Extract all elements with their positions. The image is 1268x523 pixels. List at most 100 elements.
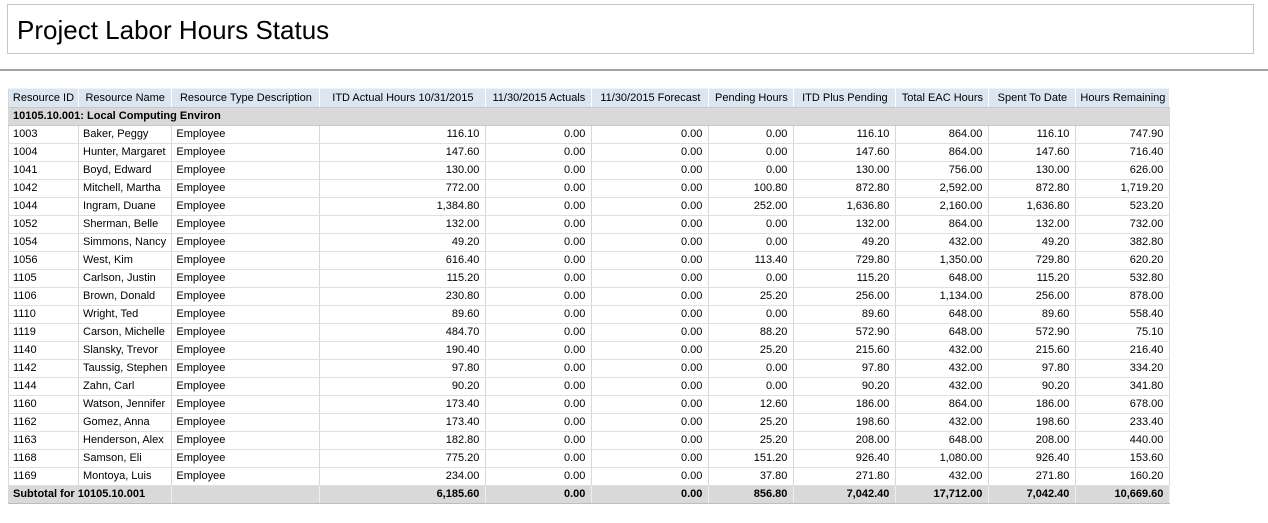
hours-value-cell: 2,160.00 bbox=[895, 197, 990, 216]
hours-value-cell: 0.00 bbox=[591, 467, 710, 486]
subtotal-value-cell: 0.00 bbox=[591, 485, 710, 504]
hours-value-cell: 0.00 bbox=[591, 197, 710, 216]
resource-type-cell: Employee bbox=[171, 377, 321, 396]
hours-value-cell: 484.70 bbox=[319, 323, 487, 342]
hours-value-cell: 0.00 bbox=[485, 467, 593, 486]
hours-value-cell: 0.00 bbox=[708, 125, 795, 144]
hours-value-cell: 75.10 bbox=[1075, 323, 1171, 342]
hours-value-cell: 132.00 bbox=[319, 215, 487, 234]
table-row: 1054 Simmons, Nancy Employee 49.20 0.00 0.00 0… bbox=[8, 233, 1171, 252]
table-row: 1160 Watson, Jennifer Employee 173.40 0.00 0.… bbox=[8, 395, 1171, 414]
hours-value-cell: 130.00 bbox=[319, 161, 487, 180]
hours-value-cell: 432.00 bbox=[895, 341, 990, 360]
table-body: 10105.10.001: Local Computing Environ 100… bbox=[8, 107, 1171, 504]
hours-value-cell: 173.40 bbox=[319, 413, 487, 432]
hours-value-cell: 256.00 bbox=[988, 287, 1077, 306]
hours-value-cell: 88.20 bbox=[708, 323, 795, 342]
hours-value-cell: 215.60 bbox=[793, 341, 897, 360]
hours-value-cell: 0.00 bbox=[485, 143, 593, 162]
hours-value-cell: 0.00 bbox=[708, 305, 795, 324]
table-row: 1163 Henderson, Alex Employee 182.80 0.00 0.0… bbox=[8, 431, 1171, 450]
resource-name-cell: Slansky, Trevor bbox=[78, 341, 173, 360]
resource-id-cell: 1041 bbox=[8, 161, 79, 180]
hours-value-cell: 97.80 bbox=[988, 359, 1077, 378]
hours-value-cell: 0.00 bbox=[591, 413, 710, 432]
column-header: Pending Hours bbox=[708, 88, 795, 108]
hours-value-cell: 729.80 bbox=[988, 251, 1077, 270]
column-header: 11/30/2015 Actuals bbox=[485, 88, 593, 108]
labor-hours-table: Resource ID Resource Name Resource Type De… bbox=[8, 88, 1171, 504]
resource-name-cell: Henderson, Alex bbox=[78, 431, 173, 450]
resource-type-cell: Employee bbox=[171, 359, 321, 378]
resource-type-cell: Employee bbox=[171, 287, 321, 306]
hours-value-cell: 572.90 bbox=[793, 323, 897, 342]
hours-value-cell: 0.00 bbox=[591, 269, 710, 288]
resource-name-cell: Zahn, Carl bbox=[78, 377, 173, 396]
hours-value-cell: 116.10 bbox=[793, 125, 897, 144]
hours-value-cell: 1,134.00 bbox=[895, 287, 990, 306]
hours-value-cell: 198.60 bbox=[793, 413, 897, 432]
hours-value-cell: 97.80 bbox=[793, 359, 897, 378]
resource-type-cell: Employee bbox=[171, 431, 321, 450]
hours-value-cell: 0.00 bbox=[591, 395, 710, 414]
hours-value-cell: 147.60 bbox=[793, 143, 897, 162]
hours-value-cell: 25.20 bbox=[708, 413, 795, 432]
table-row: 1003 Baker, Peggy Employee 116.10 0.00 0.00 0.… bbox=[8, 125, 1171, 144]
hours-value-cell: 648.00 bbox=[895, 269, 990, 288]
column-header: Resource Name bbox=[78, 88, 173, 108]
hours-value-cell: 0.00 bbox=[485, 269, 593, 288]
hours-value-cell: 626.00 bbox=[1075, 161, 1171, 180]
hours-value-cell: 0.00 bbox=[708, 269, 795, 288]
subtotal-value-cell: 17,712.00 bbox=[895, 485, 990, 504]
subtotal-value-cell: 0.00 bbox=[485, 485, 593, 504]
hours-value-cell: 864.00 bbox=[895, 395, 990, 414]
column-header: Spent To Date bbox=[988, 88, 1077, 108]
hours-value-cell: 0.00 bbox=[485, 359, 593, 378]
hours-value-cell: 49.20 bbox=[319, 233, 487, 252]
table-row: 1162 Gomez, Anna Employee 173.40 0.00 0.00 25.… bbox=[8, 413, 1171, 432]
hours-value-cell: 208.00 bbox=[988, 431, 1077, 450]
hours-value-cell: 147.60 bbox=[988, 143, 1077, 162]
resource-id-cell: 1140 bbox=[8, 341, 79, 360]
hours-value-cell: 756.00 bbox=[895, 161, 990, 180]
hours-value-cell: 49.20 bbox=[793, 233, 897, 252]
hours-value-cell: 215.60 bbox=[988, 341, 1077, 360]
hours-value-cell: 116.10 bbox=[319, 125, 487, 144]
column-header: ITD Actual Hours 10/31/2015 bbox=[319, 88, 487, 108]
hours-value-cell: 620.20 bbox=[1075, 251, 1171, 270]
hours-value-cell: 382.80 bbox=[1075, 233, 1171, 252]
hours-value-cell: 440.00 bbox=[1075, 431, 1171, 450]
hours-value-cell: 926.40 bbox=[988, 449, 1077, 468]
subtotal-empty-cell bbox=[171, 485, 321, 504]
resource-name-cell: Brown, Donald bbox=[78, 287, 173, 306]
hours-value-cell: 234.00 bbox=[319, 467, 487, 486]
hours-value-cell: 616.40 bbox=[319, 251, 487, 270]
hours-value-cell: 0.00 bbox=[591, 449, 710, 468]
resource-id-cell: 1004 bbox=[8, 143, 79, 162]
subtotal-label: Subtotal for 10105.10.001 bbox=[8, 485, 173, 504]
hours-value-cell: 173.40 bbox=[319, 395, 487, 414]
resource-name-cell: Sherman, Belle bbox=[78, 215, 173, 234]
resource-name-cell: Simmons, Nancy bbox=[78, 233, 173, 252]
resource-name-cell: Taussig, Stephen bbox=[78, 359, 173, 378]
resource-type-cell: Employee bbox=[171, 341, 321, 360]
hours-value-cell: 0.00 bbox=[708, 359, 795, 378]
resource-name-cell: Wright, Ted bbox=[78, 305, 173, 324]
resource-name-cell: Montoya, Luis bbox=[78, 467, 173, 486]
resource-type-cell: Employee bbox=[171, 143, 321, 162]
column-header: Resource ID bbox=[8, 88, 79, 108]
hours-value-cell: 0.00 bbox=[708, 215, 795, 234]
resource-id-cell: 1160 bbox=[8, 395, 79, 414]
hours-value-cell: 532.80 bbox=[1075, 269, 1171, 288]
table-row: 1044 Ingram, Duane Employee 1,384.80 0.00 0.0… bbox=[8, 197, 1171, 216]
resource-id-cell: 1056 bbox=[8, 251, 79, 270]
hours-value-cell: 0.00 bbox=[591, 143, 710, 162]
hours-value-cell: 775.20 bbox=[319, 449, 487, 468]
hours-value-cell: 0.00 bbox=[708, 377, 795, 396]
table-header-row: Resource ID Resource Name Resource Type De… bbox=[8, 88, 1171, 108]
subtotal-value-cell: 7,042.40 bbox=[988, 485, 1077, 504]
subtotal-row: Subtotal for 10105.10.001 6,185.60 0.00 0.0… bbox=[8, 485, 1171, 504]
resource-type-cell: Employee bbox=[171, 395, 321, 414]
subtotal-value-cell: 10,669.60 bbox=[1075, 485, 1171, 504]
resource-type-cell: Employee bbox=[171, 323, 321, 342]
